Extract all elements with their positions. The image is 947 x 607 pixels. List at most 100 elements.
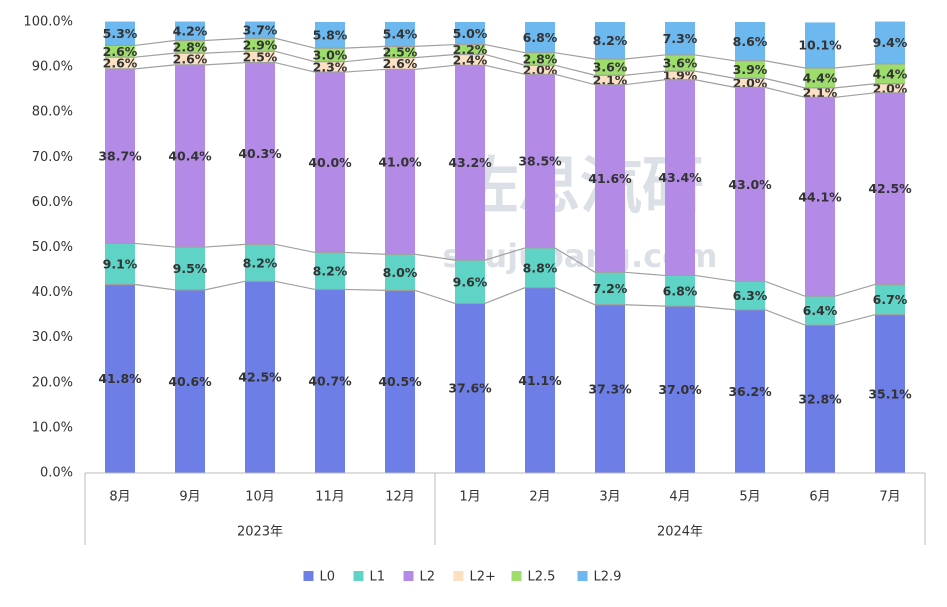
legend-swatch <box>353 571 364 581</box>
bar-segment <box>105 284 135 473</box>
value-label: 5.3% <box>103 26 138 41</box>
value-label: 7.2% <box>593 281 628 296</box>
legend-swatch <box>511 571 522 581</box>
bar-segment <box>735 281 765 310</box>
watermark: 佐思汽研 <box>455 149 704 222</box>
bar-segment <box>595 75 625 85</box>
bar-segment <box>665 71 695 80</box>
value-label: 40.5% <box>378 374 422 389</box>
bar-segment <box>595 84 625 273</box>
value-label: 2.6% <box>103 56 138 71</box>
bar-segment <box>735 87 765 282</box>
bar-segment <box>665 22 695 55</box>
bar-segment <box>665 275 695 307</box>
bar-segment <box>175 40 205 54</box>
bar-segment <box>385 46 415 58</box>
bar-segment <box>245 21 275 39</box>
legend-swatch <box>403 571 414 581</box>
bar-segment <box>315 72 345 253</box>
value-label: 38.7% <box>98 149 142 164</box>
value-label: 38.5% <box>518 154 562 169</box>
value-label: 8.2% <box>243 255 278 270</box>
value-label: 3.9% <box>733 62 768 77</box>
value-label: 41.1% <box>518 373 562 388</box>
y-tick-label: 30.0% <box>32 330 73 345</box>
value-label: 5.8% <box>313 28 348 43</box>
value-label: 8.2% <box>313 263 348 278</box>
bar-segment <box>105 57 135 69</box>
bar-segment <box>595 22 625 59</box>
value-label: 2.0% <box>733 75 768 90</box>
value-label: 2.6% <box>383 56 418 71</box>
value-label: 2.5% <box>243 49 278 64</box>
value-label: 42.5% <box>238 370 282 385</box>
y-tick-label: 0.0% <box>40 466 73 481</box>
value-label: 9.1% <box>103 256 138 271</box>
bar-segment <box>595 58 625 76</box>
bar-segment <box>385 254 415 291</box>
value-label: 2.2% <box>453 42 488 57</box>
bar-segment <box>315 22 345 49</box>
value-label: 40.4% <box>168 148 212 163</box>
value-label: 5.4% <box>383 27 418 42</box>
bar-segment <box>385 22 415 47</box>
bar-segment <box>455 303 485 473</box>
bar-segment <box>665 54 695 72</box>
legend-swatch <box>453 571 464 581</box>
value-label: 37.3% <box>588 381 632 396</box>
bar-segment <box>105 45 135 58</box>
x-tick-label: 10月 <box>245 490 275 505</box>
value-label: 8.0% <box>383 265 418 280</box>
x-tick-label: 6月 <box>809 490 830 505</box>
value-label: 40.7% <box>308 374 352 389</box>
legend-label: L2 <box>420 570 436 585</box>
bar-segment <box>735 22 765 61</box>
value-label: 2.0% <box>873 81 908 96</box>
legend-label: L2+ <box>470 570 496 585</box>
value-label: 43.2% <box>448 155 492 170</box>
value-label: 3.6% <box>593 60 628 75</box>
x-tick-label: 7月 <box>879 490 900 505</box>
bar-segment <box>455 44 485 55</box>
connector-line <box>105 61 905 98</box>
bar-segment <box>875 92 905 285</box>
value-label: 2.5% <box>383 44 418 59</box>
bar-segment <box>105 68 135 244</box>
bar-segment <box>665 306 695 473</box>
y-tick-label: 70.0% <box>32 150 73 165</box>
value-label: 3.7% <box>243 22 278 37</box>
value-label: 10.1% <box>798 38 842 53</box>
value-label: 2.4% <box>453 52 488 67</box>
x-tick-label: 1月 <box>459 490 480 505</box>
x-tick-label: 2月 <box>529 490 550 505</box>
value-label: 2.8% <box>523 51 558 66</box>
value-label: 41.0% <box>378 154 422 169</box>
value-label: 6.7% <box>873 292 908 307</box>
y-tick-label: 60.0% <box>32 195 73 210</box>
bar-segment <box>525 74 555 248</box>
bar-segment <box>105 243 135 285</box>
y-tick-label: 80.0% <box>32 105 73 120</box>
value-label: 9.4% <box>873 35 908 50</box>
bar-segment <box>525 52 555 66</box>
value-label: 36.2% <box>728 384 772 399</box>
value-label: 2.3% <box>313 59 348 74</box>
y-tick-label: 100.0% <box>23 15 73 30</box>
legend-label: L2.9 <box>594 570 622 585</box>
bar-segment <box>175 21 205 41</box>
bar-segment <box>875 284 905 315</box>
x-tick-label: 11月 <box>315 490 345 505</box>
bar-segment <box>805 22 835 69</box>
bar-segment <box>525 247 555 288</box>
value-label: 7.3% <box>663 31 698 46</box>
y-tick-label: 10.0% <box>32 420 73 435</box>
bar-segment <box>805 296 835 326</box>
legend-label: L1 <box>370 570 386 585</box>
bar-segment <box>875 83 905 93</box>
value-label: 2.6% <box>173 51 208 66</box>
group-label: 2023年 <box>237 525 283 540</box>
value-label: 43.4% <box>658 170 702 185</box>
bar-segment <box>455 22 485 45</box>
value-label: 5.0% <box>453 26 488 41</box>
bar-segment <box>245 51 275 63</box>
